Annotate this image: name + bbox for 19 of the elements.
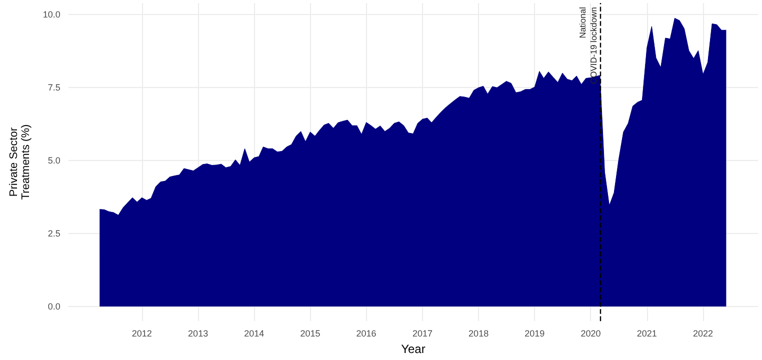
y-tick-label: 0.0 <box>48 302 60 312</box>
x-axis-title: Year <box>401 342 426 356</box>
x-tick-label: 2020 <box>580 328 601 339</box>
x-tick-label: 2012 <box>132 328 152 339</box>
x-tick-label: 2013 <box>188 328 208 339</box>
x-tick-label: 2016 <box>356 328 376 339</box>
x-tick-label: 2018 <box>468 328 489 339</box>
x-tick-label: 2015 <box>300 328 320 339</box>
x-tick-label: 2021 <box>636 328 657 339</box>
x-tick-label: 2017 <box>412 328 433 339</box>
x-tick-label: 2022 <box>692 328 714 339</box>
y-tick-label: 2.5 <box>48 228 60 239</box>
x-tick-label: 2019 <box>524 328 545 339</box>
y-tick-label: 7.5 <box>48 82 60 93</box>
ref-line-label: National COVID-19 lockdown <box>577 6 598 84</box>
y-axis-title: Private Sector Treatments (%) <box>8 124 32 200</box>
x-tick-label: 2014 <box>244 328 264 339</box>
y-tick-label: 5.0 <box>48 156 60 166</box>
y-tick-label: 10.0 <box>42 10 60 20</box>
